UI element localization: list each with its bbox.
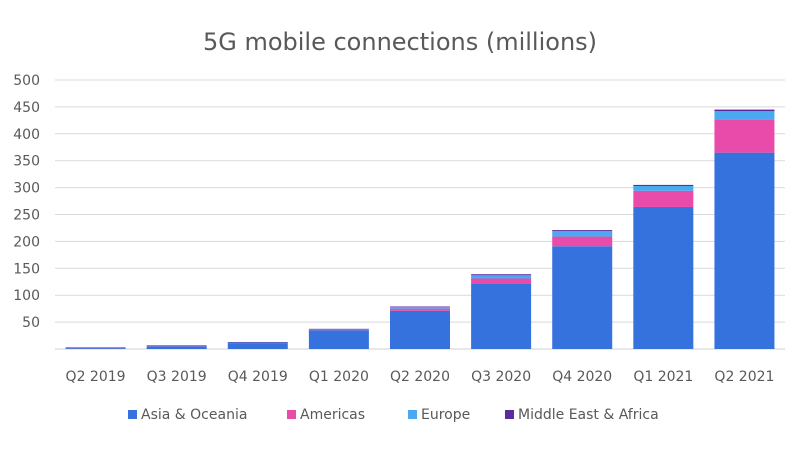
y-tick-label: 500	[13, 73, 40, 89]
bar-segment	[552, 231, 613, 237]
bar-segment	[227, 342, 288, 344]
bar-segment	[65, 347, 126, 349]
bar-segment	[146, 346, 207, 349]
y-tick-label: 450	[13, 100, 40, 116]
bar-segment	[471, 274, 532, 276]
x-tick-label: Q2 2021	[714, 369, 774, 385]
bar-segment	[146, 346, 207, 347]
bar-segment	[390, 310, 450, 349]
bar-segment	[714, 119, 775, 153]
y-tick-label: 100	[13, 288, 40, 304]
bar-segment	[633, 185, 694, 191]
y-tick-label: 200	[13, 234, 40, 250]
bar-segment	[308, 329, 369, 331]
y-tick-label: 250	[13, 208, 40, 224]
bar-segment	[65, 347, 126, 349]
bar-segment	[471, 278, 532, 284]
bar-segment	[227, 343, 288, 349]
bar-segment	[633, 190, 694, 207]
x-tick-label: Q2 2020	[390, 369, 450, 385]
x-tick-label: Q3 2020	[471, 369, 531, 385]
bar-segment	[552, 230, 613, 232]
legend-label: Asia & Oceania	[141, 407, 247, 423]
y-tick-label: 400	[13, 127, 40, 143]
x-tick-label: Q1 2020	[309, 369, 369, 385]
y-tick-label: 150	[13, 261, 40, 277]
bar-segment	[390, 306, 450, 308]
bar-segment	[308, 328, 369, 330]
x-tick-label: Q2 2019	[66, 369, 126, 385]
bar-segment	[471, 283, 532, 349]
legend-swatch	[408, 410, 417, 419]
bar-segment	[471, 275, 532, 279]
x-tick-label: Q1 2021	[633, 369, 693, 385]
bar-segment	[633, 184, 694, 186]
bar-segment	[146, 345, 207, 347]
bar-segment	[714, 152, 775, 349]
legend-label: Middle East & Africa	[518, 407, 659, 423]
chart-title: 5G mobile connections (millions)	[203, 28, 597, 56]
bar-segment	[146, 345, 207, 346]
bar-segment	[633, 206, 694, 349]
x-tick-label: Q4 2020	[552, 369, 612, 385]
bar-segment	[552, 246, 613, 349]
y-tick-label: 350	[13, 154, 40, 170]
bar-segment	[390, 307, 450, 309]
legend-swatch	[287, 410, 296, 419]
bar-segment	[308, 330, 369, 349]
bar-segment	[390, 308, 450, 311]
x-tick-label: Q4 2019	[228, 369, 288, 385]
legend-swatch	[505, 410, 514, 419]
bar-segment	[308, 329, 369, 330]
legend-label: Americas	[300, 407, 365, 423]
bar-segment	[65, 347, 126, 348]
bar-segment	[227, 342, 288, 343]
y-tick-label: 50	[22, 315, 40, 331]
x-tick-label: Q3 2019	[147, 369, 207, 385]
legend-label: Europe	[421, 407, 470, 423]
bar-segment	[714, 111, 775, 120]
bar-segment	[227, 342, 288, 344]
y-tick-label: 300	[13, 181, 40, 197]
bar-segment	[714, 109, 775, 112]
legend-swatch	[128, 410, 137, 419]
bar-segment	[552, 236, 613, 247]
